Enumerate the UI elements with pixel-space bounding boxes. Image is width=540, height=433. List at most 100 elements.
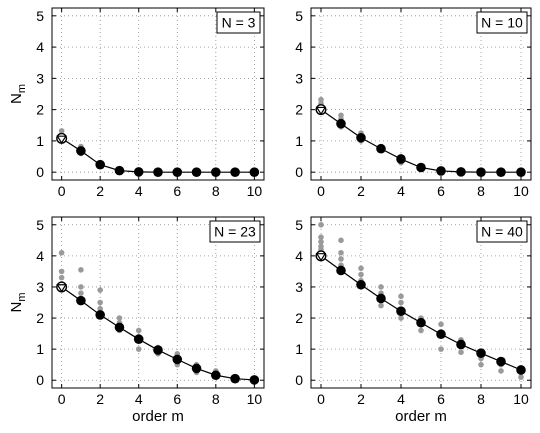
y-tick-label: 2 xyxy=(295,102,303,118)
sample-point xyxy=(97,287,103,293)
x-tick-label: 8 xyxy=(212,391,220,407)
sample-point xyxy=(318,221,324,228)
sample-point xyxy=(58,268,65,275)
y-tick-label: 5 xyxy=(36,217,44,233)
mean-point xyxy=(211,370,221,381)
annotation-label: N = 3 xyxy=(222,15,256,31)
y-tick-label: 3 xyxy=(36,70,44,86)
y-tick-label: 1 xyxy=(295,341,303,357)
x-tick-label: 2 xyxy=(96,391,104,407)
mean-point xyxy=(211,167,221,177)
sample-point xyxy=(97,305,103,312)
mean-point xyxy=(456,339,466,350)
x-tick-label: 2 xyxy=(357,391,365,407)
mean-point xyxy=(476,167,486,177)
sample-point xyxy=(318,239,324,245)
mean-point xyxy=(230,373,240,384)
y-tick-label: 0 xyxy=(295,164,303,180)
sample-point xyxy=(97,299,103,306)
mean-point xyxy=(249,375,260,385)
sample-point xyxy=(498,368,504,374)
sample-point xyxy=(438,321,444,328)
sample-point xyxy=(458,349,464,356)
annotation-box xyxy=(476,220,528,243)
x-tick-label: 0 xyxy=(58,391,66,407)
mean-point xyxy=(516,365,526,375)
x-tick-label: 0 xyxy=(317,391,325,407)
y-tick-label: 5 xyxy=(295,8,303,24)
y-axis-label: Nm xyxy=(8,84,28,104)
mean-point xyxy=(416,162,426,173)
y-tick-label: 2 xyxy=(295,310,303,326)
panel-n23: 0 2 4 6 8 10 0 1 2 3 4 5 order m Nm N = 23 xyxy=(8,216,265,425)
plot-frame xyxy=(51,216,265,389)
mean-point xyxy=(356,279,366,290)
y-tick-label: 3 xyxy=(36,279,44,295)
y-tick-label: 5 xyxy=(295,217,303,233)
mean-point xyxy=(133,167,144,177)
annotation-box xyxy=(216,11,261,34)
y-tick-label: 4 xyxy=(36,39,44,55)
sample-point xyxy=(338,256,344,262)
mean-point xyxy=(76,295,86,306)
sample-point xyxy=(78,284,84,290)
mean-point xyxy=(376,143,386,154)
y-tick-label: 5 xyxy=(36,8,44,24)
y-tick-label: 1 xyxy=(36,133,44,149)
y-tick-label: 1 xyxy=(295,133,303,149)
y-axis-label: Nm xyxy=(8,292,28,312)
x-tick-label: 4 xyxy=(135,391,143,407)
panel-n40: 0 2 4 6 8 10 0 1 2 3 4 5 order m N = 40 xyxy=(295,216,532,425)
sample-point xyxy=(378,284,384,290)
panel-n10: 0 2 4 6 8 10 0 1 2 3 4 5 N = 10 xyxy=(295,7,532,199)
sample-point xyxy=(338,249,344,256)
mean-point xyxy=(95,310,105,320)
plot-frame xyxy=(310,216,532,389)
mean-point xyxy=(476,348,486,358)
sample-point xyxy=(358,271,364,278)
mean-line xyxy=(61,286,255,381)
mean-line xyxy=(61,137,255,173)
mean-point xyxy=(191,363,202,374)
x-tick-label: 10 xyxy=(513,391,529,407)
x-tick-label: 10 xyxy=(513,183,529,199)
sample-point xyxy=(78,290,84,296)
mean-point xyxy=(496,167,506,177)
sample-point xyxy=(378,302,384,309)
x-tick-label: 4 xyxy=(397,183,405,199)
x-tick-label: 4 xyxy=(397,391,405,407)
mean-point xyxy=(516,167,526,177)
sample-point xyxy=(518,374,524,380)
annotation-box xyxy=(476,11,528,34)
mean-point xyxy=(153,345,163,355)
mean-point xyxy=(153,167,163,177)
x-tick-label: 8 xyxy=(212,183,220,199)
sample-point xyxy=(58,249,65,256)
x-tick-label: 6 xyxy=(173,391,181,407)
mean-point xyxy=(114,165,125,176)
x-axis-label: order m xyxy=(395,408,447,425)
x-tick-label: 10 xyxy=(247,391,263,407)
mean-point xyxy=(456,167,466,177)
x-tick-label: 6 xyxy=(437,183,445,199)
x-tick-label: 2 xyxy=(96,183,104,199)
x-tick-label: 8 xyxy=(477,391,485,407)
y-tick-label: 2 xyxy=(36,310,44,326)
sample-point xyxy=(478,361,484,368)
x-tick-label: 0 xyxy=(58,183,66,199)
sample-point xyxy=(116,315,123,321)
sample-point xyxy=(78,267,84,273)
mean-point xyxy=(496,356,506,367)
mean-point xyxy=(436,329,446,340)
sample-point xyxy=(398,299,404,306)
annotation-label: N = 23 xyxy=(214,224,256,240)
mean-point xyxy=(95,159,105,170)
x-tick-label: 2 xyxy=(357,183,365,199)
sample-point xyxy=(338,237,344,244)
mean-line xyxy=(320,255,522,371)
mean-point xyxy=(114,322,125,333)
panel-n3: 0 2 4 6 8 10 0 1 2 3 4 5 Nm N = 3 xyxy=(8,7,265,199)
x-tick-label: 4 xyxy=(135,183,143,199)
mean-point xyxy=(416,317,426,328)
sample-point xyxy=(58,128,65,134)
